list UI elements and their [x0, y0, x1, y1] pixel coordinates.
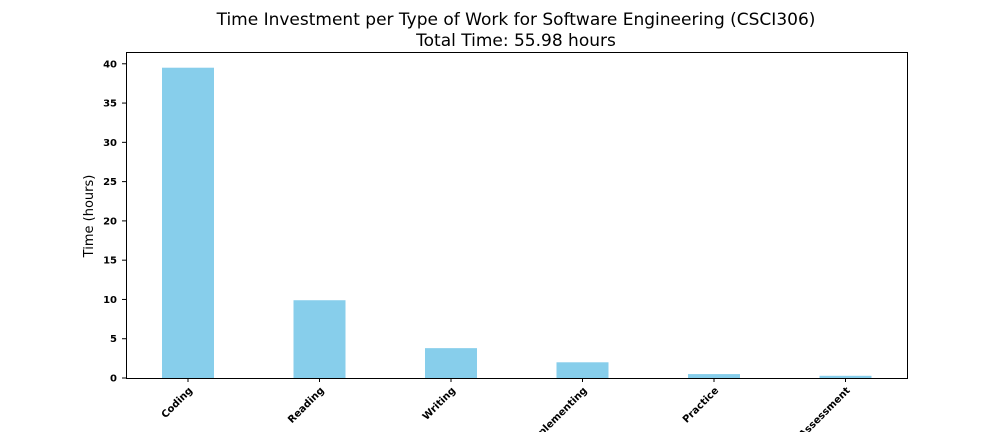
x-tick-label: Writing	[421, 385, 458, 422]
y-tick-label: 15	[103, 256, 117, 267]
y-tick-label: 35	[103, 99, 117, 110]
y-tick-label: 0	[110, 374, 117, 385]
y-tick-label: 40	[103, 59, 117, 70]
y-axis-label: Time (hours)	[82, 175, 97, 259]
x-tick-label: Coding	[160, 385, 195, 420]
bar-coding	[162, 67, 214, 378]
y-tick-label: 20	[103, 216, 117, 227]
x-tick-label: Implementing	[526, 385, 589, 432]
plot-frame	[126, 52, 908, 379]
bar-writing	[425, 348, 477, 378]
x-tick-label: Practice	[681, 385, 721, 425]
y-tick-label: 10	[103, 295, 117, 306]
chart-title: Time Investment per Type of Work for Sof…	[216, 10, 816, 30]
chart-subtitle: Total Time: 55.98 hours	[415, 31, 616, 51]
bar-reading	[293, 300, 346, 378]
bar-practice	[688, 374, 740, 378]
y-tick-label: 5	[110, 334, 117, 345]
x-axis-ticks: Coding Reading Writing Implementing Practice…	[160, 378, 853, 432]
y-tick-label: 25	[103, 177, 117, 188]
bar-assessment	[819, 375, 872, 378]
y-axis-ticks: 0 5 10 15 20 25 30 35 40	[103, 59, 126, 385]
x-tick-label: Reading	[286, 385, 326, 425]
bars-group	[162, 67, 872, 378]
x-tick-label: Assessment	[797, 385, 853, 432]
y-tick-label: 30	[103, 138, 117, 149]
bar-implementing	[556, 362, 609, 378]
